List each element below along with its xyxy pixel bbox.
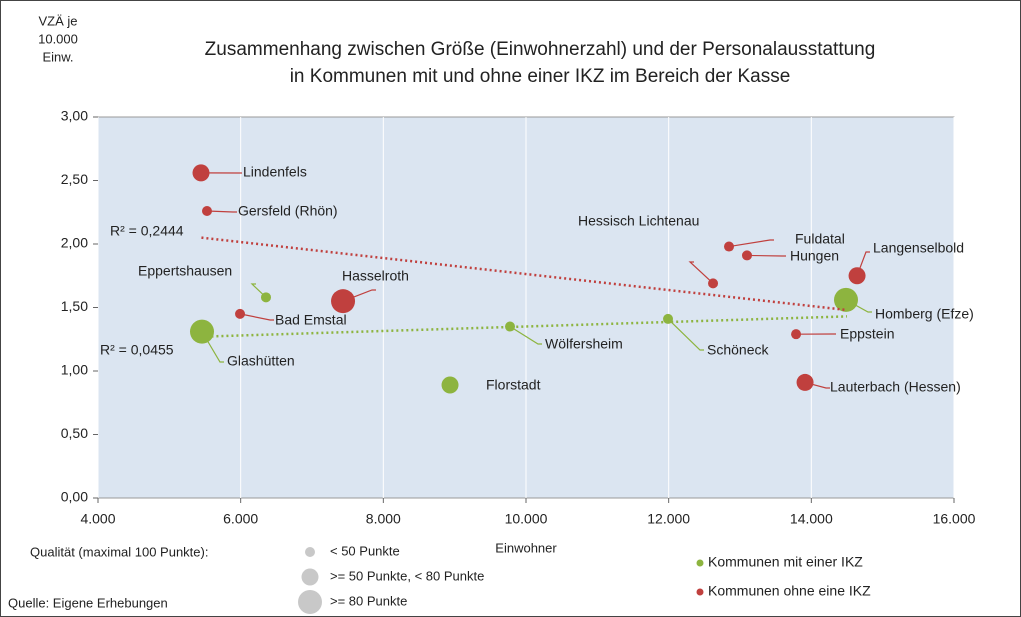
x-tick-label: 6.000 (223, 511, 258, 527)
bubble (796, 373, 814, 391)
x-tick-label: 14.000 (790, 511, 833, 527)
point-label: Hungen (790, 248, 839, 264)
bubble (741, 250, 752, 261)
bubble (848, 267, 866, 285)
point-label: Glashütten (227, 353, 295, 369)
bubble (331, 289, 356, 314)
x-tick-label: 8.000 (366, 511, 401, 527)
x-axis-label: Einwohner (495, 540, 557, 555)
y-tick-label: 1,50 (61, 298, 88, 314)
bubble (505, 321, 516, 332)
bubble (190, 319, 215, 344)
size-legend-title: Qualität (maximal 100 Punkte): (30, 544, 208, 559)
chart-title: in Kommunen mit und ohne einer IKZ im Be… (290, 66, 791, 87)
bubble (724, 241, 735, 252)
bubble (235, 308, 246, 319)
point-label: Lindenfels (243, 164, 307, 180)
bubble (663, 313, 674, 324)
legend-marker (696, 559, 704, 567)
point-label: Eppertshausen (138, 263, 232, 279)
point-label: Hasselroth (342, 268, 409, 284)
bubble (791, 329, 802, 340)
x-tick-label: 4.000 (80, 511, 115, 527)
legend-marker (696, 588, 704, 596)
size-legend-label: < 50 Punkte (330, 543, 400, 558)
x-tick-label: 10.000 (505, 511, 548, 527)
point-label: Bad Emstal (275, 312, 347, 328)
leader-line (509, 326, 542, 345)
trend-line (201, 236, 848, 312)
bubble (192, 164, 210, 182)
legend-label: Kommunen mit einer IKZ (708, 554, 863, 570)
y-tick-label: 1,00 (61, 362, 88, 378)
y-tick-label: 3,00 (61, 108, 88, 124)
y-axis-label: 10.000 (38, 31, 78, 46)
leader-line (688, 261, 714, 284)
bubble (201, 205, 212, 216)
size-legend-marker (305, 547, 315, 557)
size-legend-label: >= 80 Punkte (330, 593, 407, 608)
x-tick-label: 12.000 (647, 511, 690, 527)
point-label: Gersfeld (Rhön) (238, 203, 338, 219)
r-squared: R² = 0,2444 (110, 223, 184, 239)
point-label: Fuldatal (795, 231, 845, 247)
leader-line (239, 313, 274, 321)
y-tick-label: 0,00 (61, 489, 88, 505)
leader-line (667, 318, 704, 351)
point-label: Langenselbold (873, 240, 964, 256)
y-axis-label: VZÄ je (38, 13, 77, 28)
point-label: Wölfersheim (545, 336, 623, 352)
y-tick-label: 2,00 (61, 235, 88, 251)
y-tick-label: 0,50 (61, 425, 88, 441)
size-legend-marker (298, 590, 322, 614)
chart-title: Zusammenhang zwischen Größe (Einwohnerza… (205, 39, 876, 60)
size-legend-label: >= 50 Punkte, < 80 Punkte (330, 568, 484, 583)
x-tick-label: 16.000 (933, 511, 976, 527)
y-axis-label: Einw. (42, 49, 73, 64)
legend-label: Kommunen ohne eine IKZ (708, 583, 871, 599)
leader-line (206, 210, 237, 213)
bubble (708, 278, 719, 289)
point-label: Eppstein (840, 326, 894, 342)
bubble (834, 287, 859, 312)
source: Quelle: Eigene Erhebungen (8, 595, 168, 610)
bubble (441, 376, 459, 394)
point-label: Homberg (Efze) (875, 306, 974, 322)
size-legend-marker (301, 568, 319, 586)
point-label: Lauterbach (Hessen) (830, 379, 961, 395)
leader-line (728, 239, 774, 248)
point-label: Florstadt (486, 377, 541, 393)
r-squared: R² = 0,0455 (100, 342, 174, 358)
leader-line (250, 283, 267, 298)
point-label: Schöneck (707, 342, 769, 358)
point-label: Hessisch Lichtenau (578, 213, 699, 229)
y-tick-label: 2,50 (61, 171, 88, 187)
bubble (260, 292, 271, 303)
leader-line (746, 254, 786, 257)
